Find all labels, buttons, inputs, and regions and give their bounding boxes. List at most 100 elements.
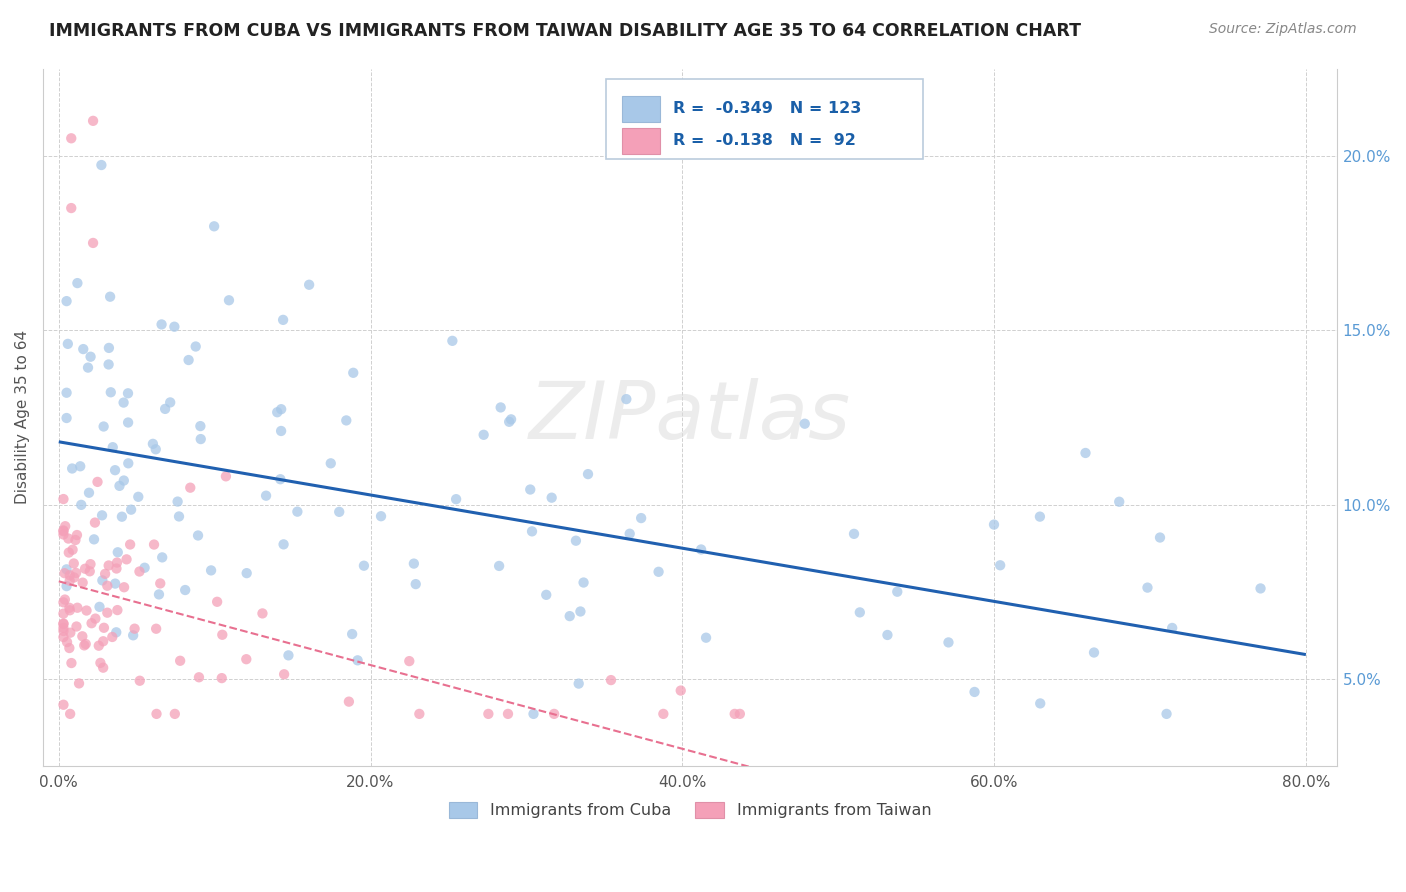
Point (59, 574, 82, 588)
Point (536, 588, 558, 602)
Point (59, 706, 82, 721)
Point (91, 508, 114, 523)
Point (188, 670, 211, 684)
Point (1149, 531, 1171, 545)
Point (565, 533, 588, 548)
Point (1083, 646, 1105, 660)
Point (568, 676, 591, 690)
Point (218, 293, 240, 308)
Point (252, 607, 274, 621)
Point (90, 158, 112, 172)
Point (398, 654, 420, 668)
Point (52, 624, 75, 638)
Point (55, 294, 77, 309)
Point (55, 385, 77, 400)
Point (77, 360, 100, 375)
Point (143, 537, 166, 551)
Point (277, 648, 299, 663)
Point (62, 557, 84, 571)
Point (128, 673, 150, 688)
Point (1029, 697, 1052, 711)
Point (80, 616, 103, 631)
Point (150, 318, 173, 332)
Point (58, 532, 80, 546)
Point (93, 419, 115, 434)
Point (59, 568, 82, 582)
Point (104, 463, 127, 477)
Point (163, 319, 186, 334)
Point (572, 575, 595, 590)
FancyBboxPatch shape (606, 79, 922, 159)
Point (202, 219, 225, 234)
Point (444, 492, 467, 507)
Point (522, 706, 544, 721)
Point (52, 617, 75, 632)
Legend: Immigrants from Cuba, Immigrants from Taiwan: Immigrants from Cuba, Immigrants from Ta… (443, 795, 938, 824)
Point (107, 545, 129, 559)
Point (298, 277, 321, 292)
Point (405, 577, 427, 591)
Point (849, 606, 872, 620)
Point (84, 612, 107, 626)
Point (488, 558, 510, 573)
Point (519, 483, 541, 497)
Point (117, 386, 139, 401)
Point (120, 502, 142, 516)
Point (53, 519, 76, 533)
Point (938, 635, 960, 649)
Point (53, 592, 76, 607)
Point (200, 563, 222, 577)
Point (163, 706, 186, 721)
Point (169, 654, 191, 668)
Point (65, 619, 87, 633)
Point (145, 442, 167, 457)
Point (72, 629, 94, 643)
Point (115, 552, 138, 566)
Point (127, 490, 149, 504)
Point (205, 595, 228, 609)
Point (101, 630, 124, 644)
Point (72, 342, 94, 356)
Point (117, 416, 139, 430)
Point (489, 401, 512, 415)
Point (58, 545, 80, 559)
Point (63, 570, 86, 584)
Point (441, 334, 464, 348)
Point (87, 639, 110, 653)
Point (100, 385, 122, 400)
Point (52, 616, 75, 631)
Point (128, 565, 150, 579)
Point (96, 606, 118, 620)
Point (235, 652, 257, 666)
Point (576, 467, 599, 482)
Point (52, 524, 75, 538)
Point (105, 561, 128, 575)
Point (108, 479, 131, 493)
Point (83, 533, 105, 547)
Point (91, 661, 114, 675)
Point (52, 698, 75, 712)
Point (84, 516, 107, 530)
Point (77, 485, 100, 500)
Text: R =  -0.138   N =  92: R = -0.138 N = 92 (673, 133, 856, 148)
Point (184, 339, 207, 353)
Text: IMMIGRANTS FROM CUBA VS IMMIGRANTS FROM TAIWAN DISABILITY AGE 35 TO 64 CORRELATI: IMMIGRANTS FROM CUBA VS IMMIGRANTS FROM … (49, 22, 1081, 40)
Point (174, 582, 197, 597)
Point (1029, 509, 1052, 524)
Point (60, 656, 83, 670)
Point (89, 599, 111, 614)
Point (120, 537, 142, 551)
Point (337, 695, 360, 709)
Point (498, 415, 520, 429)
Point (97, 358, 120, 372)
Point (614, 392, 637, 406)
Point (190, 432, 212, 446)
Point (402, 557, 425, 571)
Point (62, 542, 84, 557)
Point (215, 469, 238, 483)
Point (112, 474, 135, 488)
Point (886, 584, 908, 599)
Point (266, 405, 288, 419)
Point (65, 566, 87, 580)
Point (101, 440, 124, 454)
